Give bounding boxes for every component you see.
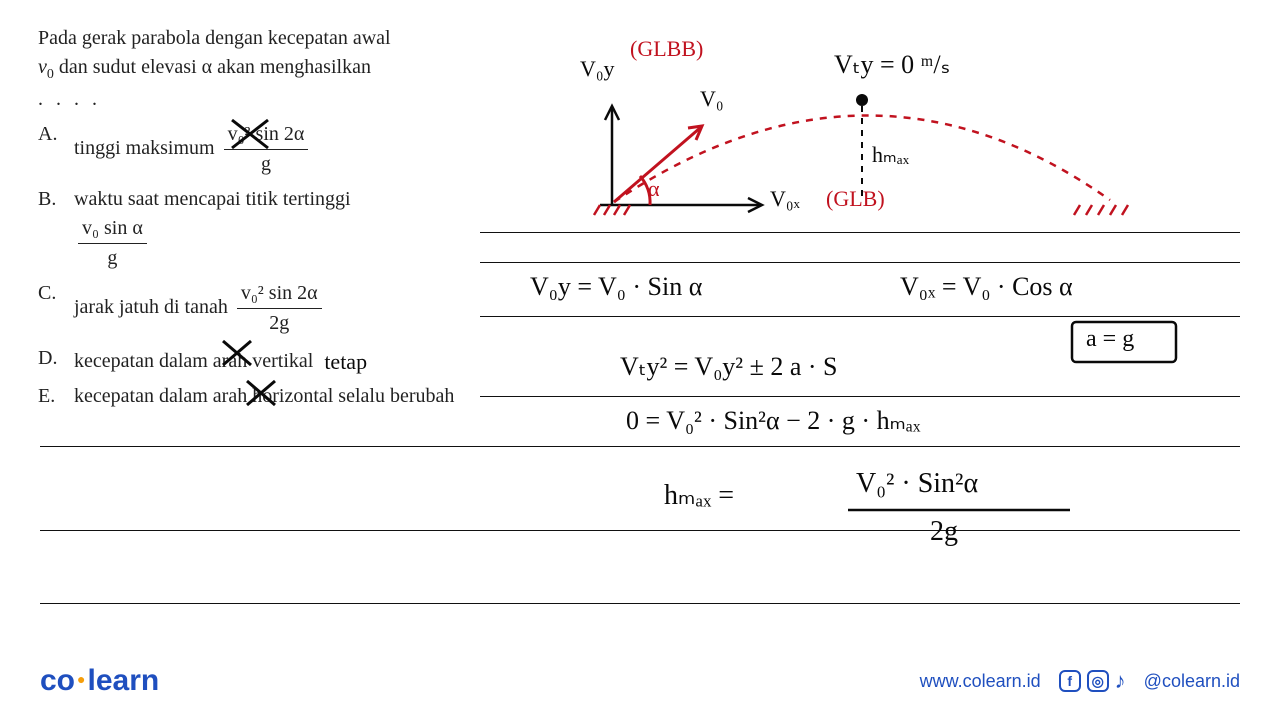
option-E-label: kecepatan dalam arah horizontal selalu b… [74,385,454,407]
option-C-letter: C. [38,279,74,308]
option-C-num: v₀² sin 2α [237,279,322,308]
footer-right: www.colearn.id f ◎ ♪ @colearn.id [920,668,1240,694]
label-vox: V₀ₓ [770,186,800,212]
intro-line1: Pada gerak parabola dengan kecepatan awa… [38,27,391,49]
option-C: C. jarak jatuh di tanah v₀² sin 2α 2g [38,279,478,338]
intro-dots: . . . . [38,88,101,110]
tiktok-icon[interactable]: ♪ [1115,668,1126,694]
voy-text: V₀y [580,56,615,81]
option-B-den: g [78,243,147,273]
work-line4-num: V₀² · Sin²α [856,468,978,500]
option-A-before: tinggi maksimum [74,137,220,159]
work-line2: Vₜy² = V₀y² ± 2 a · S [620,352,838,382]
question-intro: Pada gerak parabola dengan kecepatan awa… [38,24,478,114]
option-B-letter: B. [38,185,74,214]
label-voy: V₀y [580,56,615,82]
work-line1-left: V₀y = V₀ · Sin α [530,272,702,302]
logo-learn: learn [87,664,159,697]
option-B-frac: v₀ sin α g [78,214,147,273]
option-C-text: jarak jatuh di tanah v₀² sin 2α 2g [74,279,478,338]
work-boxed: a = g [1086,326,1134,353]
option-A-den: g [224,149,309,179]
intro-line2-mid: dan sudut elevasi α akan menghasilkan [59,56,371,78]
option-B-text: waktu saat mencapai titik tertinggi v₀ s… [74,185,478,273]
brand-logo: co●learn [40,664,159,698]
option-D-letter: D. [38,344,74,373]
option-D-text: kecepatan dalam arah vertikal tetap [74,344,478,376]
label-glb: (GLB) [826,186,885,212]
option-D: D. kecepatan dalam arah vertikal tetap [38,344,478,376]
option-E: E. kecepatan dalam arah horizontal selal… [38,382,478,411]
logo-dot-icon: ● [77,671,85,687]
label-vty: Vₜy = 0 ᵐ/ₛ [834,50,950,80]
logo-co: co [40,664,75,697]
instagram-icon[interactable]: ◎ [1087,670,1109,692]
footer-url[interactable]: www.colearn.id [920,671,1041,692]
footer-handle[interactable]: @colearn.id [1144,671,1240,692]
options-list: A. tinggi maksimum v₀² sin 2α g B. waktu… [38,120,478,411]
option-C-frac: v₀² sin 2α 2g [237,279,322,338]
option-E-text: kecepatan dalam arah horizontal selalu b… [74,382,478,411]
option-A-num: v₀² sin 2α [224,120,309,149]
label-alpha: α [648,176,660,202]
social-icons: f ◎ ♪ [1059,668,1126,694]
question-block: Pada gerak parabola dengan kecepatan awa… [38,24,478,417]
work-line3: 0 = V₀² · Sin²α − 2 · g · hₘₐₓ [626,406,920,436]
option-E-letter: E. [38,382,74,411]
label-hmax: hₘₐₓ [872,142,909,168]
work-line4-lhs: hₘₐₓ = [664,478,734,512]
work-line4-den: 2g [930,516,958,548]
option-B: B. waktu saat mencapai titik tertinggi v… [38,185,478,273]
option-D-handwritten: tetap [324,349,367,374]
option-B-label: waktu saat mencapai titik tertinggi [74,188,351,210]
option-D-label: kecepatan dalam arah vertikal [74,350,313,372]
footer: co●learn www.colearn.id f ◎ ♪ @colearn.i… [0,664,1280,698]
option-C-den: 2g [237,308,322,338]
work-line1-right: V₀ₓ = V₀ · Cos α [900,272,1073,302]
label-glbb: (GLBB) [630,36,703,62]
option-A: A. tinggi maksimum v₀² sin 2α g [38,120,478,179]
intro-v0-v: v [38,56,47,78]
intro-v0-sub: 0 [47,67,54,82]
facebook-icon[interactable]: f [1059,670,1081,692]
option-A-text: tinggi maksimum v₀² sin 2α g [74,120,478,179]
option-A-letter: A. [38,120,74,149]
option-B-num: v₀ sin α [78,214,147,243]
option-A-frac: v₀² sin 2α g [224,120,309,179]
option-C-before: jarak jatuh di tanah [74,296,233,318]
label-vo: V₀ [700,86,724,112]
